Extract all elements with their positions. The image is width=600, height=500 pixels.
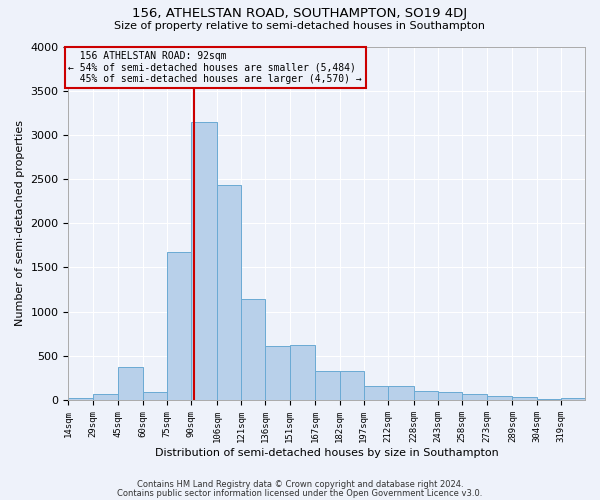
Bar bbox=[340, 372, 364, 400]
Bar bbox=[463, 394, 487, 400]
Bar bbox=[143, 392, 167, 400]
Bar bbox=[561, 398, 585, 400]
Bar bbox=[536, 399, 561, 400]
Bar bbox=[388, 386, 414, 400]
X-axis label: Distribution of semi-detached houses by size in Southampton: Distribution of semi-detached houses by … bbox=[155, 448, 499, 458]
Bar bbox=[68, 398, 92, 400]
Bar bbox=[512, 397, 536, 400]
Bar bbox=[290, 344, 316, 400]
Bar bbox=[118, 367, 143, 400]
Text: Contains HM Land Registry data © Crown copyright and database right 2024.: Contains HM Land Registry data © Crown c… bbox=[137, 480, 463, 489]
Text: 156, ATHELSTAN ROAD, SOUTHAMPTON, SO19 4DJ: 156, ATHELSTAN ROAD, SOUTHAMPTON, SO19 4… bbox=[133, 8, 467, 20]
Bar bbox=[438, 392, 463, 400]
Bar bbox=[487, 396, 512, 400]
Bar bbox=[92, 394, 118, 400]
Text: Size of property relative to semi-detached houses in Southampton: Size of property relative to semi-detach… bbox=[115, 21, 485, 31]
Bar bbox=[241, 299, 265, 400]
Text: 156 ATHELSTAN ROAD: 92sqm
← 54% of semi-detached houses are smaller (5,484)
  45: 156 ATHELSTAN ROAD: 92sqm ← 54% of semi-… bbox=[68, 51, 362, 84]
Bar bbox=[217, 185, 241, 400]
Bar bbox=[265, 346, 290, 400]
Bar bbox=[316, 371, 340, 400]
Text: Contains public sector information licensed under the Open Government Licence v3: Contains public sector information licen… bbox=[118, 488, 482, 498]
Bar bbox=[167, 252, 191, 400]
Y-axis label: Number of semi-detached properties: Number of semi-detached properties bbox=[15, 120, 25, 326]
Bar bbox=[191, 122, 217, 400]
Bar bbox=[414, 391, 438, 400]
Bar bbox=[364, 386, 388, 400]
